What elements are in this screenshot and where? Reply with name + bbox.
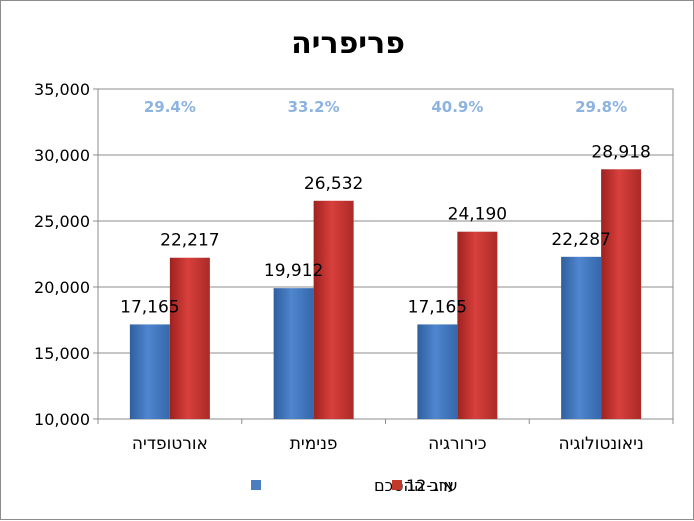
axes: 10,000 15,000 20,000 25,000 30,000 35,000 אורט… (34, 80, 674, 454)
bar-aug-12 (169, 257, 210, 419)
y-tick-label: 30,000 (34, 146, 90, 165)
x-tick-label: פנימית (290, 434, 338, 454)
data-label: 26,532 (304, 174, 363, 194)
x-tick-label: אורטופדיה (132, 434, 208, 454)
bar-aug-12 (601, 169, 642, 419)
y-tick-label: 35,000 (34, 80, 90, 99)
data-label: 19,912 (264, 261, 323, 281)
data-label: 17,165 (120, 297, 179, 317)
percent-annotation: 40.9% (431, 98, 483, 116)
y-tick-label: 20,000 (34, 278, 90, 297)
bar-aug-12 (457, 231, 498, 419)
legend-swatch-aug-12 (392, 480, 402, 490)
percent-annotation: 29.4% (144, 98, 196, 116)
chart-title: פריפריה (291, 26, 405, 61)
data-labels: 29.4% 17,165 22,217 33.2% 19,912 26,532 40.9% 1… (120, 98, 651, 317)
bar-before-agreement (561, 256, 602, 419)
data-label: 28,918 (591, 142, 650, 162)
percent-annotation: 29.8% (575, 98, 627, 116)
x-tick-label: ניאונטולוגיה (558, 434, 643, 454)
data-label: 22,217 (160, 231, 219, 251)
bars (129, 169, 642, 419)
bar-before-agreement (273, 288, 314, 419)
legend-label-aug-12: אוג-12 (406, 476, 454, 495)
bar-before-agreement (129, 324, 170, 419)
data-label: 24,190 (448, 205, 507, 225)
y-tick-label: 25,000 (34, 212, 90, 231)
x-tick-label: כירורגיה (428, 434, 487, 454)
bar-before-agreement (417, 324, 458, 419)
y-tick-label: 10,000 (34, 410, 90, 429)
bar-aug-12 (313, 200, 354, 419)
legend-swatch-before-agreement (251, 480, 261, 490)
data-label: 17,165 (408, 297, 467, 317)
data-label: 22,287 (551, 230, 610, 250)
y-tick-label: 15,000 (34, 344, 90, 363)
percent-annotation: 33.2% (288, 98, 340, 116)
